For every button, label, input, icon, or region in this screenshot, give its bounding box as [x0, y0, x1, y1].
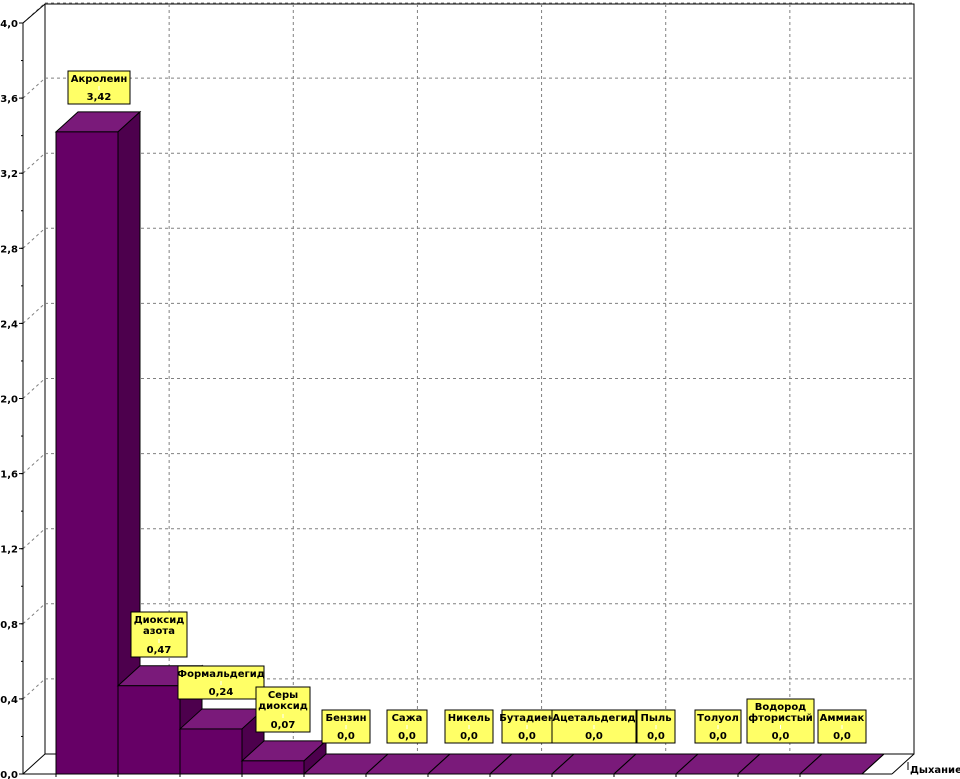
data-label: 0,07 — [271, 720, 296, 731]
callout-category: Толуол — [697, 713, 739, 724]
y-tick-label: 0,8 — [0, 620, 18, 631]
value-callout: Аммиак 0,0 — [817, 709, 867, 744]
side-gridline — [22, 77, 46, 99]
side-gridline — [22, 227, 46, 249]
y-tick-label: 0,4 — [0, 695, 18, 706]
side-gridline — [22, 603, 46, 625]
side-gridline — [22, 528, 46, 550]
data-label: 0,0 — [833, 731, 851, 742]
callout-category: Бензин — [325, 713, 366, 724]
data-label: 0,47 — [147, 645, 172, 656]
floor-edge-left — [22, 753, 46, 775]
callout-box — [694, 709, 742, 744]
bar — [240, 739, 328, 777]
bar — [54, 110, 142, 777]
callout-category: Бутадиен — [499, 713, 555, 724]
y-tick-label: 3,6 — [0, 94, 18, 105]
data-label: 0,0 — [398, 731, 416, 742]
side-gridline — [22, 152, 46, 174]
bar-side — [861, 753, 885, 775]
callout-category: Сажа — [392, 713, 423, 724]
bar — [798, 753, 886, 777]
callout-box — [130, 611, 188, 658]
callout-category: диоксид — [258, 701, 308, 712]
callout-category: Ацетальдегид — [552, 713, 635, 724]
value-callout: Ацетальдегид 0,0 — [551, 709, 637, 744]
data-label: 0,24 — [209, 687, 234, 698]
y-tick-label: 2,8 — [0, 244, 18, 255]
bar-front — [117, 685, 181, 775]
value-callout: Пыль 0,0 — [636, 709, 676, 744]
grid — [22, 2, 915, 755]
callout-category: фтористый — [748, 712, 813, 724]
y-tick-label: 1,6 — [0, 470, 18, 481]
data-label: 0,0 — [337, 731, 355, 742]
top-edge — [22, 3, 46, 24]
data-label: 3,42 — [87, 92, 112, 103]
y-tick-label: 1,2 — [0, 545, 18, 556]
data-label: 0,0 — [460, 731, 478, 742]
data-label: 0,0 — [647, 731, 665, 742]
data-label: 0,0 — [585, 731, 603, 742]
floor-edge-right — [891, 753, 915, 775]
callout-box — [255, 686, 311, 733]
callout-category: Формальдегид — [177, 669, 265, 680]
data-label: 0,0 — [772, 731, 790, 742]
y-tick-label: 4,0 — [0, 19, 18, 30]
value-callout: Акролеин 3,42 — [67, 70, 131, 105]
value-callout: Формальдегид 0,24 — [177, 665, 265, 700]
data-label: 0,0 — [518, 731, 536, 742]
series-label: Дыхание — [910, 765, 960, 776]
y-tick-label: 0,0 — [0, 770, 18, 779]
bar-front — [179, 728, 243, 775]
bar-front — [241, 760, 305, 775]
callout-box — [551, 709, 637, 744]
callout-category: Никель — [448, 713, 491, 724]
y-tick-label: 3,2 — [0, 169, 18, 180]
value-callout: Бензин 0,0 — [321, 709, 371, 744]
value-callout: Бутадиен 0,0 — [499, 709, 555, 744]
y-tick-label: 2,4 — [0, 319, 18, 330]
callout-category: Серы — [268, 690, 298, 701]
bar — [178, 707, 266, 777]
bar-front — [55, 131, 119, 775]
callout-category: азота — [143, 626, 175, 637]
value-callout: Толуол 0,0 — [694, 709, 742, 744]
value-callout: Сажа 0,0 — [386, 709, 428, 744]
side-gridline — [22, 303, 46, 324]
value-callout: Никель 0,0 — [444, 709, 494, 744]
callout-category: Диоксид — [134, 615, 185, 626]
callout-category: Аммиак — [820, 713, 865, 724]
callout-category: Пыль — [640, 713, 671, 724]
side-gridline — [22, 453, 46, 474]
side-gridline — [22, 378, 46, 399]
side-gridline — [22, 678, 46, 700]
callout-category: Водород — [755, 702, 807, 713]
y-tick-label: 2,0 — [0, 395, 18, 406]
callout-box — [746, 698, 815, 744]
callout-category: Акролеин — [71, 74, 128, 85]
data-label: 0,0 — [709, 731, 727, 742]
